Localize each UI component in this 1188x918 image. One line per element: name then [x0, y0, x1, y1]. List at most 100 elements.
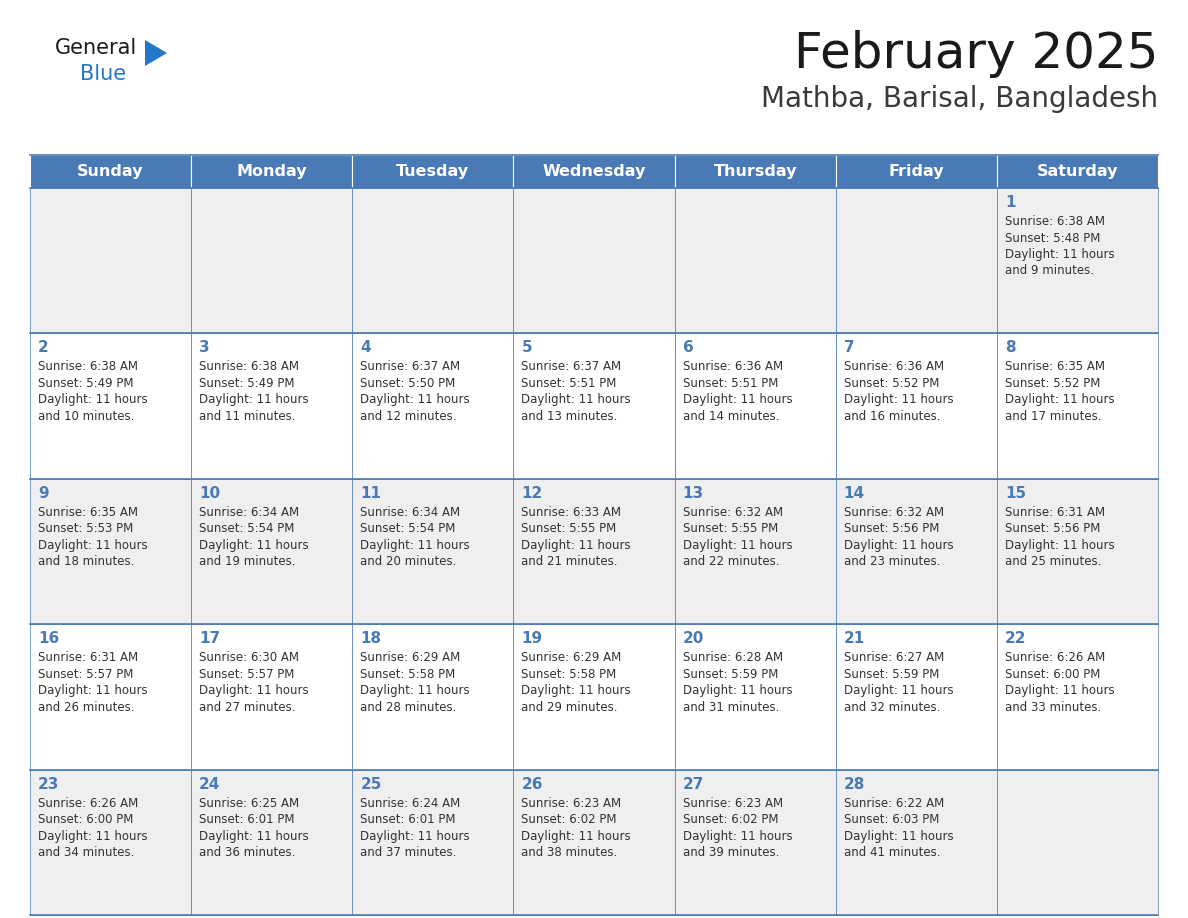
Text: Daylight: 11 hours: Daylight: 11 hours: [1005, 394, 1114, 407]
Text: Daylight: 11 hours: Daylight: 11 hours: [683, 394, 792, 407]
Text: and 38 minutes.: and 38 minutes.: [522, 846, 618, 859]
Text: 27: 27: [683, 777, 704, 791]
Bar: [30, 188, 191, 333]
Text: Sunrise: 6:34 AM: Sunrise: 6:34 AM: [200, 506, 299, 519]
Text: 2: 2: [38, 341, 49, 355]
Bar: [191, 624, 353, 769]
Text: Sunset: 5:54 PM: Sunset: 5:54 PM: [360, 522, 456, 535]
Text: and 9 minutes.: and 9 minutes.: [1005, 264, 1094, 277]
Text: Sunset: 5:52 PM: Sunset: 5:52 PM: [1005, 377, 1100, 390]
Text: Thursday: Thursday: [713, 164, 797, 179]
Bar: [513, 624, 675, 769]
Text: Daylight: 11 hours: Daylight: 11 hours: [38, 394, 147, 407]
Text: Sunset: 6:02 PM: Sunset: 6:02 PM: [683, 813, 778, 826]
Text: Sunset: 6:01 PM: Sunset: 6:01 PM: [200, 813, 295, 826]
Bar: [997, 479, 1158, 624]
Text: 11: 11: [360, 486, 381, 501]
Text: Sunrise: 6:36 AM: Sunrise: 6:36 AM: [683, 361, 783, 374]
Text: Daylight: 11 hours: Daylight: 11 hours: [843, 539, 953, 552]
Bar: [835, 624, 997, 769]
Text: and 26 minutes.: and 26 minutes.: [38, 700, 134, 713]
Text: 12: 12: [522, 486, 543, 501]
Text: Sunset: 5:58 PM: Sunset: 5:58 PM: [360, 667, 455, 681]
Text: Daylight: 11 hours: Daylight: 11 hours: [1005, 684, 1114, 697]
Text: 9: 9: [38, 486, 49, 501]
Text: Daylight: 11 hours: Daylight: 11 hours: [360, 684, 470, 697]
Bar: [997, 333, 1158, 479]
Text: Sunset: 5:51 PM: Sunset: 5:51 PM: [522, 377, 617, 390]
Text: Sunrise: 6:30 AM: Sunrise: 6:30 AM: [200, 651, 299, 665]
Text: Sunset: 5:55 PM: Sunset: 5:55 PM: [683, 522, 778, 535]
Text: Sunrise: 6:26 AM: Sunrise: 6:26 AM: [1005, 651, 1105, 665]
Bar: [835, 155, 997, 188]
Text: Sunset: 5:48 PM: Sunset: 5:48 PM: [1005, 231, 1100, 244]
Text: Sunrise: 6:35 AM: Sunrise: 6:35 AM: [1005, 361, 1105, 374]
Text: Sunset: 6:01 PM: Sunset: 6:01 PM: [360, 813, 456, 826]
Text: Sunset: 5:59 PM: Sunset: 5:59 PM: [843, 667, 939, 681]
Text: Monday: Monday: [236, 164, 307, 179]
Text: and 37 minutes.: and 37 minutes.: [360, 846, 456, 859]
Bar: [191, 333, 353, 479]
Text: Daylight: 11 hours: Daylight: 11 hours: [200, 830, 309, 843]
Text: and 16 minutes.: and 16 minutes.: [843, 410, 940, 423]
Text: Daylight: 11 hours: Daylight: 11 hours: [683, 539, 792, 552]
Text: 18: 18: [360, 632, 381, 646]
Text: Sunset: 5:56 PM: Sunset: 5:56 PM: [1005, 522, 1100, 535]
Bar: [675, 188, 835, 333]
Text: Wednesday: Wednesday: [542, 164, 646, 179]
Text: and 25 minutes.: and 25 minutes.: [1005, 555, 1101, 568]
Bar: [30, 333, 191, 479]
Text: Daylight: 11 hours: Daylight: 11 hours: [522, 830, 631, 843]
Text: 14: 14: [843, 486, 865, 501]
Text: Sunrise: 6:37 AM: Sunrise: 6:37 AM: [522, 361, 621, 374]
Text: Tuesday: Tuesday: [397, 164, 469, 179]
Text: Sunrise: 6:38 AM: Sunrise: 6:38 AM: [38, 361, 138, 374]
Text: Sunrise: 6:33 AM: Sunrise: 6:33 AM: [522, 506, 621, 519]
Text: Sunrise: 6:29 AM: Sunrise: 6:29 AM: [522, 651, 621, 665]
Bar: [513, 769, 675, 915]
Text: and 32 minutes.: and 32 minutes.: [843, 700, 940, 713]
Bar: [353, 333, 513, 479]
Bar: [675, 155, 835, 188]
Text: 23: 23: [38, 777, 59, 791]
Text: and 36 minutes.: and 36 minutes.: [200, 846, 296, 859]
Text: and 11 minutes.: and 11 minutes.: [200, 410, 296, 423]
Text: Sunset: 5:51 PM: Sunset: 5:51 PM: [683, 377, 778, 390]
Bar: [835, 333, 997, 479]
Text: Sunset: 5:49 PM: Sunset: 5:49 PM: [200, 377, 295, 390]
Bar: [835, 769, 997, 915]
Text: Daylight: 11 hours: Daylight: 11 hours: [1005, 539, 1114, 552]
Text: 13: 13: [683, 486, 703, 501]
Text: and 41 minutes.: and 41 minutes.: [843, 846, 940, 859]
Text: Sunrise: 6:23 AM: Sunrise: 6:23 AM: [522, 797, 621, 810]
Text: Daylight: 11 hours: Daylight: 11 hours: [522, 539, 631, 552]
Text: 22: 22: [1005, 632, 1026, 646]
Text: Sunrise: 6:38 AM: Sunrise: 6:38 AM: [200, 361, 299, 374]
Text: Daylight: 11 hours: Daylight: 11 hours: [843, 684, 953, 697]
Bar: [353, 769, 513, 915]
Text: General: General: [55, 38, 138, 58]
Text: Sunrise: 6:22 AM: Sunrise: 6:22 AM: [843, 797, 944, 810]
Text: Daylight: 11 hours: Daylight: 11 hours: [38, 830, 147, 843]
Text: Daylight: 11 hours: Daylight: 11 hours: [200, 394, 309, 407]
Text: Sunrise: 6:31 AM: Sunrise: 6:31 AM: [1005, 506, 1105, 519]
Text: Sunset: 5:53 PM: Sunset: 5:53 PM: [38, 522, 133, 535]
Bar: [835, 188, 997, 333]
Text: Daylight: 11 hours: Daylight: 11 hours: [843, 830, 953, 843]
Text: Sunset: 6:03 PM: Sunset: 6:03 PM: [843, 813, 939, 826]
Text: 5: 5: [522, 341, 532, 355]
Bar: [513, 188, 675, 333]
Text: and 27 minutes.: and 27 minutes.: [200, 700, 296, 713]
Text: Sunset: 5:50 PM: Sunset: 5:50 PM: [360, 377, 455, 390]
Text: 6: 6: [683, 341, 694, 355]
Bar: [835, 479, 997, 624]
Text: 26: 26: [522, 777, 543, 791]
Bar: [30, 624, 191, 769]
Text: and 34 minutes.: and 34 minutes.: [38, 846, 134, 859]
Text: Daylight: 11 hours: Daylight: 11 hours: [360, 539, 470, 552]
Text: and 21 minutes.: and 21 minutes.: [522, 555, 618, 568]
Text: and 10 minutes.: and 10 minutes.: [38, 410, 134, 423]
Bar: [353, 624, 513, 769]
Text: and 23 minutes.: and 23 minutes.: [843, 555, 940, 568]
Bar: [997, 769, 1158, 915]
